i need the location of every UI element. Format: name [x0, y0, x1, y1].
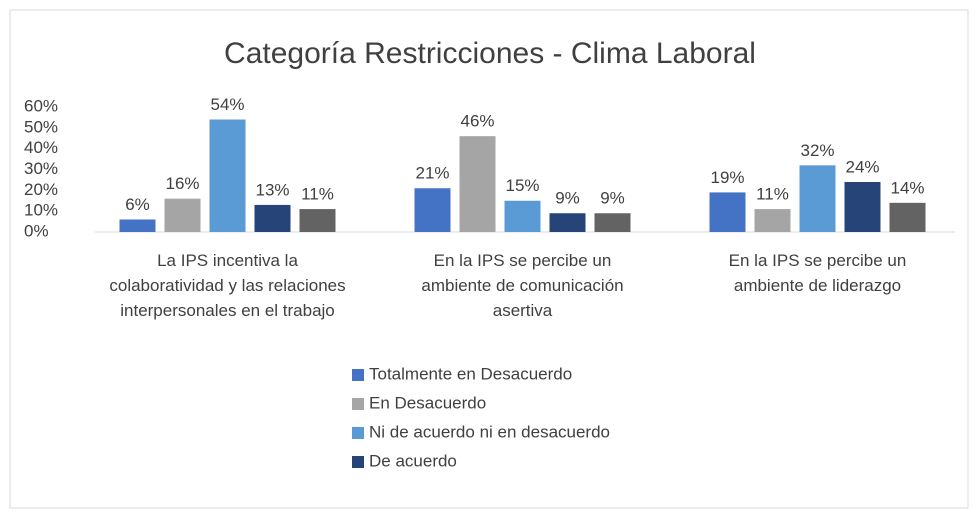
bar — [549, 213, 586, 232]
legend-label: Ni de acuerdo ni en desacuerdo — [369, 422, 610, 441]
data-label: 21% — [415, 164, 449, 183]
bar — [459, 136, 496, 232]
bar — [709, 192, 746, 232]
legend-label: En Desacuerdo — [369, 393, 486, 412]
data-label: 13% — [255, 180, 289, 199]
x-tick-label-box: La IPS incentiva la colaboratividad y la… — [109, 251, 346, 320]
x-tick-label: La IPS incentiva la colaboratividad y la… — [109, 251, 346, 320]
y-tick-label: 50% — [24, 117, 58, 136]
data-label: 6% — [125, 195, 150, 214]
bar — [209, 119, 246, 232]
x-tick-label: En la IPS se percibe un ambiente de lide… — [728, 251, 907, 295]
bar — [414, 188, 451, 232]
bar — [504, 200, 541, 232]
chart-title: Categoría Restricciones - Clima Laboral — [224, 37, 756, 70]
x-tick-label: En la IPS se percibe un ambiente de comu… — [421, 251, 624, 320]
data-label: 19% — [710, 168, 744, 187]
data-label: 15% — [505, 176, 539, 195]
y-tick-label: 40% — [24, 138, 58, 157]
data-label: 9% — [600, 189, 625, 208]
legend-swatch — [352, 456, 364, 468]
data-label: 14% — [890, 178, 924, 197]
data-label: 32% — [800, 141, 834, 160]
data-label: 11% — [756, 185, 789, 204]
data-label: 9% — [555, 189, 580, 208]
chart-frame — [9, 9, 969, 509]
data-label: 54% — [210, 95, 244, 114]
x-tick-label-box: En la IPS se percibe un ambiente de lide… — [728, 251, 907, 295]
bar — [164, 198, 201, 232]
bar — [299, 209, 336, 232]
bar — [119, 219, 156, 232]
legend-swatch — [352, 369, 364, 381]
bar — [799, 165, 836, 232]
y-tick-label: 10% — [24, 201, 58, 220]
data-label: 16% — [165, 174, 199, 193]
bar — [254, 204, 291, 232]
bar — [844, 182, 881, 232]
y-tick-label: 0% — [24, 221, 49, 240]
bar — [594, 213, 631, 232]
data-label: 24% — [845, 157, 879, 176]
y-tick-label: 20% — [24, 180, 58, 199]
bar — [754, 209, 791, 232]
legend-swatch — [352, 427, 364, 439]
bar — [889, 202, 926, 232]
legend-swatch — [352, 398, 364, 410]
y-tick-label: 60% — [24, 96, 58, 115]
data-label: 11% — [301, 185, 334, 204]
legend-label: De acuerdo — [369, 451, 457, 470]
data-label: 46% — [460, 112, 494, 131]
x-tick-label-box: En la IPS se percibe un ambiente de comu… — [421, 251, 624, 320]
legend-label: Totalmente en Desacuerdo — [369, 364, 572, 383]
y-tick-label: 30% — [24, 159, 58, 178]
